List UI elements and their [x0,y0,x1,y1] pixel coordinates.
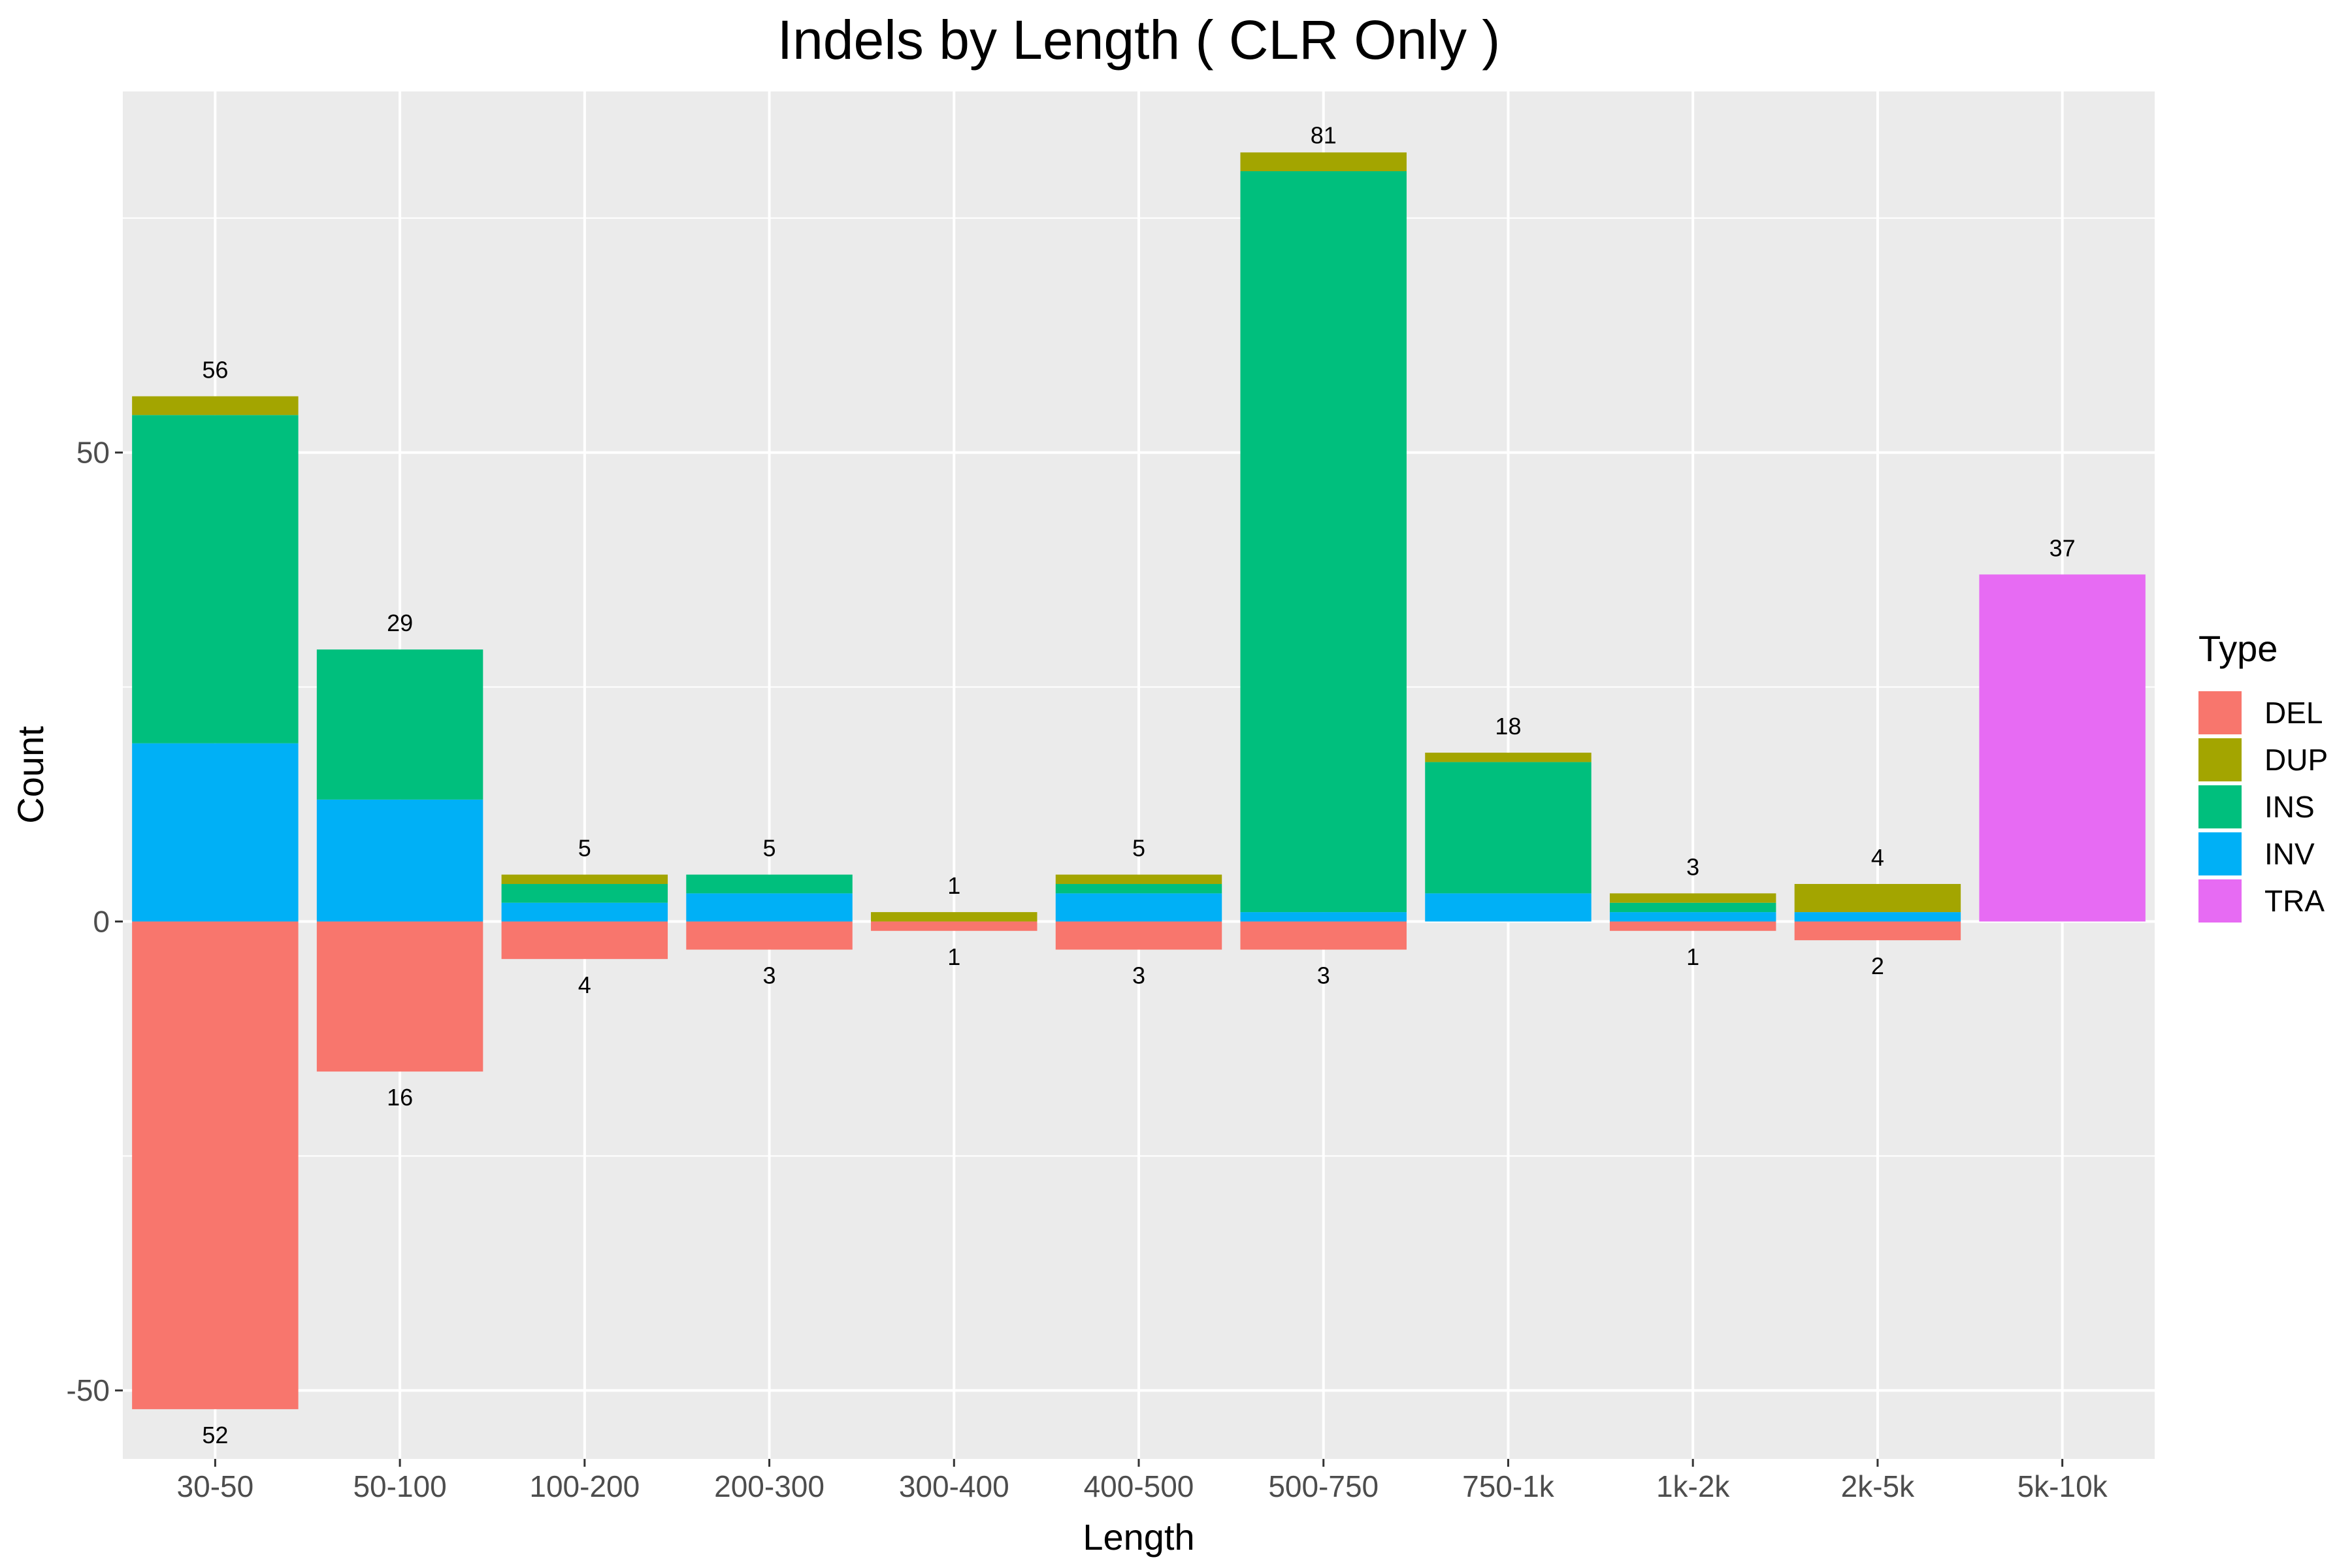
chart-title: Indels by Length ( CLR Only ) [777,9,1501,71]
y-tick-label: 0 [93,904,110,938]
total-label-positive: 37 [2050,534,2076,561]
x-tick-label: 500-750 [1268,1469,1379,1503]
legend-label-ins: INS [2264,790,2315,824]
bar-inv-200-300 [686,893,853,922]
bars [132,152,2146,1409]
legend-swatch-dup [2198,738,2242,781]
bar-tra-5k-10k [1979,574,2146,922]
legend-title: Type [2198,628,2278,669]
bar-ins-1k-2k [1609,902,1776,913]
total-label-negative: 4 [578,972,591,998]
bar-del-100-200 [501,921,668,959]
legend-swatch-tra [2198,879,2242,923]
bar-del-30-50 [132,921,299,1409]
legend-label-dup: DUP [2264,743,2328,777]
legend-label-del: DEL [2264,696,2323,730]
legend-swatch-inv [2198,832,2242,875]
x-tick-label: 200-300 [714,1469,825,1503]
total-label-positive: 29 [387,610,413,636]
bar-dup-1k-2k [1609,893,1776,903]
legend-swatch-del [2198,691,2242,734]
bar-del-50-100 [316,921,483,1072]
bar-ins-750-1k [1425,762,1592,894]
x-tick-label: 5k-10k [2017,1469,2108,1503]
bar-inv-30-50 [132,743,299,922]
bar-dup-2k-5k [1794,884,1961,913]
x-tick-label: 1k-2k [1656,1469,1730,1503]
total-label-negative: 1 [947,943,960,970]
x-axis-title: Length [1083,1516,1194,1558]
bar-dup-750-1k [1425,753,1592,762]
legend-label-inv: INV [2264,837,2315,871]
legend-label-tra: TRA [2264,884,2325,918]
x-tick-label: 100-200 [529,1469,640,1503]
bar-ins-30-50 [132,415,299,743]
y-axis-title: Count [10,726,51,824]
bar-del-300-400 [871,921,1037,931]
total-label-negative: 1 [1686,943,1699,970]
legend-swatch-ins [2198,785,2242,828]
bar-del-400-500 [1055,921,1222,950]
bar-inv-50-100 [316,799,483,922]
total-label-negative: 52 [202,1422,228,1448]
y-tick-label: 50 [76,436,110,470]
x-tick-label: 2k-5k [1841,1469,1915,1503]
bar-ins-100-200 [501,884,668,903]
bar-del-200-300 [686,921,853,950]
bar-dup-500-750 [1240,152,1407,172]
total-label-positive: 4 [1871,844,1884,871]
bar-dup-400-500 [1055,874,1222,885]
bar-inv-500-750 [1240,912,1407,922]
total-label-negative: 3 [1132,962,1145,989]
total-label-positive: 3 [1686,853,1699,880]
total-label-positive: 5 [1132,835,1145,862]
x-tick-label: 300-400 [899,1469,1009,1503]
bar-dup-100-200 [501,874,668,885]
bar-del-500-750 [1240,921,1407,950]
total-label-positive: 81 [1311,122,1337,149]
bar-del-2k-5k [1794,921,1961,941]
total-label-positive: 18 [1495,713,1521,740]
bar-inv-2k-5k [1794,912,1961,922]
total-label-negative: 3 [763,962,776,989]
bar-ins-50-100 [316,649,483,800]
bar-ins-200-300 [686,874,853,894]
bar-inv-1k-2k [1609,912,1776,922]
y-axis: -50 0 50 [67,436,123,1407]
x-tick-label: 750-1k [1462,1469,1555,1503]
bar-dup-30-50 [132,396,299,416]
total-label-positive: 56 [202,357,228,384]
bar-inv-400-500 [1055,893,1222,922]
x-tick-label: 30-50 [177,1469,254,1503]
bar-dup-300-400 [871,912,1037,922]
legend: Type DEL DUP INS INV TRA [2198,628,2328,923]
y-tick-label: -50 [67,1373,110,1407]
data-labels: 56 29 5 5 1 5 81 18 3 4 37 52 16 4 3 1 3 3 1 2 [202,122,2075,1448]
total-label-negative: 2 [1871,953,1884,979]
bar-del-1k-2k [1609,921,1776,931]
bar-inv-100-200 [501,902,668,922]
bar-ins-400-500 [1055,884,1222,894]
x-tick-label: 50-100 [353,1469,446,1503]
x-tick-label: 400-500 [1084,1469,1194,1503]
bar-inv-750-1k [1425,893,1592,922]
x-axis: 30-50 50-100 100-200 200-300 300-400 400-500 5… [177,1459,2108,1503]
total-label-positive: 5 [763,835,776,862]
bar-ins-500-750 [1240,171,1407,913]
total-label-positive: 5 [578,835,591,862]
total-label-positive: 1 [947,872,960,899]
total-label-negative: 16 [387,1084,413,1111]
total-label-negative: 3 [1317,962,1330,989]
